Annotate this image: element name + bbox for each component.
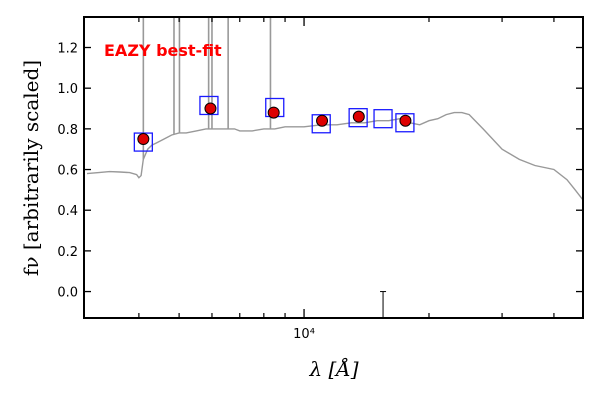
observed-point-0 <box>137 133 150 146</box>
axes: 0.0 0.2 0.4 0.6 0.8 1.0 1.2 10⁴ <box>57 16 584 342</box>
observed-point-4 <box>352 110 365 123</box>
x-axis-title: λ [Å] <box>308 356 358 381</box>
model-point-6 <box>395 113 415 133</box>
model-point-3 <box>311 114 331 134</box>
x-tick-label-0: 10⁴ <box>293 327 315 342</box>
y-tick-label-2: 0.4 <box>57 204 78 219</box>
template-spectrum-line <box>86 111 583 201</box>
y-axis-title: fν [arbitrarily scaled] <box>19 60 43 276</box>
y-tick-label-6: 1.2 <box>57 42 78 57</box>
model-point-4 <box>348 108 368 128</box>
observed-point-1 <box>204 102 217 115</box>
annotation-label: EAZY best-fit <box>104 41 222 60</box>
y-tick-label-0: 0.0 <box>57 286 78 301</box>
y-tick-label-1: 0.2 <box>57 245 78 260</box>
y-tick-label-3: 0.6 <box>57 164 78 179</box>
plot-frame <box>83 16 584 319</box>
plot-content <box>86 17 583 318</box>
y-tick-label-5: 1.0 <box>57 82 78 97</box>
observed-point-2 <box>267 106 280 119</box>
plot-area <box>86 17 583 318</box>
y-tick-label-4: 0.8 <box>57 123 78 138</box>
observed-point-3 <box>316 114 329 127</box>
model-point-1 <box>199 95 219 116</box>
model-point-5 <box>373 109 393 129</box>
observed-point-5 <box>399 114 412 127</box>
